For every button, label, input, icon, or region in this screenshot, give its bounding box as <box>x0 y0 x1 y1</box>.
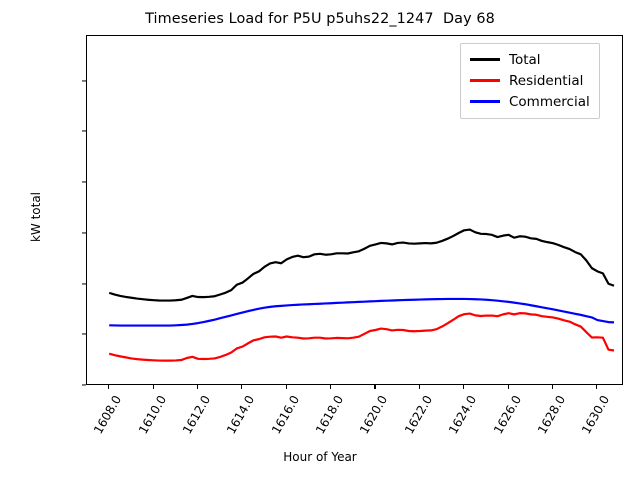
y-tick-mark <box>82 181 86 183</box>
x-tick-label: 1608.0 <box>91 393 125 437</box>
legend-label: Total <box>509 51 541 68</box>
series-line-residential <box>108 312 615 362</box>
x-tick-label: 1610.0 <box>135 393 169 437</box>
x-tick-mark <box>285 385 287 389</box>
x-tick-label: 1620.0 <box>357 393 391 437</box>
x-tick-label: 1624.0 <box>446 393 480 437</box>
x-tick-mark <box>418 385 420 389</box>
y-tick-mark <box>82 130 86 132</box>
y-tick-mark <box>82 80 86 82</box>
series-line-total <box>108 228 615 302</box>
x-tick-label: 1612.0 <box>179 393 214 437</box>
x-tick-label: 1614.0 <box>224 393 258 437</box>
chart-title: Timeseries Load for P5U p5uhs22_1247 Day… <box>145 11 495 27</box>
legend-item-total[interactable]: Total <box>470 49 590 70</box>
x-tick-mark <box>374 385 376 389</box>
y-axis-label: kW total <box>29 191 43 243</box>
x-tick-label: 1628.0 <box>534 393 569 437</box>
x-tick-mark <box>196 385 199 389</box>
chart-legend: Total Residential Commercial <box>460 43 600 119</box>
x-tick-mark <box>596 385 598 389</box>
legend-label: Commercial <box>509 93 590 110</box>
x-tick-mark <box>330 385 332 389</box>
x-tick-mark <box>152 385 154 389</box>
x-tick-label: 1618.0 <box>313 393 347 437</box>
x-tick-label: 1626.0 <box>490 393 524 437</box>
x-tick-mark <box>463 385 465 389</box>
series-line-commercial <box>109 297 615 327</box>
legend-label: Residential <box>509 72 584 89</box>
legend-swatch-residential <box>470 79 500 82</box>
x-tick-mark <box>108 385 110 389</box>
x-tick-mark <box>241 385 243 389</box>
x-tick-label: 1622.0 <box>401 393 435 437</box>
x-tick-label: 1616.0 <box>268 393 302 437</box>
legend-item-residential[interactable]: Residential <box>470 70 590 91</box>
x-tick-mark <box>551 385 554 389</box>
x-tick-mark <box>507 385 509 389</box>
legend-swatch-commercial <box>470 100 500 103</box>
y-tick-mark <box>82 232 86 234</box>
y-tick-mark <box>82 333 86 335</box>
x-tick-label: 1630.0 <box>579 393 613 437</box>
series-lines <box>108 228 615 362</box>
x-axis-label: Hour of Year <box>283 450 357 464</box>
legend-item-commercial[interactable]: Commercial <box>470 91 590 112</box>
y-tick-mark <box>82 283 86 285</box>
y-tick-mark <box>82 384 86 386</box>
legend-swatch-total <box>470 58 500 61</box>
